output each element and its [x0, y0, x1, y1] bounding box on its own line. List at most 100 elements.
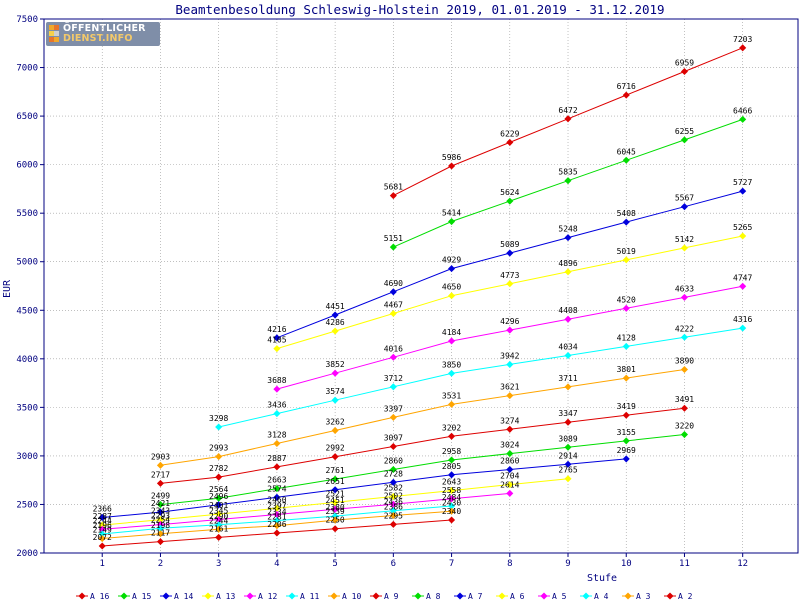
legend-item: A_9 [370, 592, 399, 600]
data-label: 2334 [267, 508, 286, 517]
data-label: 3202 [442, 423, 461, 432]
data-point [680, 333, 688, 341]
data-point [156, 516, 164, 524]
data-point [739, 324, 747, 332]
data-point [564, 443, 572, 451]
data-label: 2564 [209, 485, 228, 494]
data-label: 2072 [93, 533, 112, 542]
data-point [389, 309, 397, 318]
series-a-7: 2366 2421 2496 2574 2651 2728 2805 2860 2914 2969 [93, 446, 636, 522]
data-label: 2614 [500, 480, 519, 489]
data-label: 2761 [325, 466, 344, 475]
x-tick-label: 11 [679, 559, 690, 569]
series-line [160, 434, 685, 506]
data-point [98, 525, 106, 533]
legend-marker [498, 592, 506, 600]
y-tick-label: 2000 [16, 549, 38, 559]
y-tick-label: 5000 [16, 258, 38, 268]
data-label: 2460 [267, 495, 286, 504]
legend-label: A_10 [342, 592, 361, 600]
legend-item: A_13 [202, 592, 235, 600]
data-label: 2993 [209, 444, 228, 453]
data-point [215, 423, 223, 431]
data-label: 2340 [442, 507, 461, 516]
data-point [448, 432, 456, 440]
data-label: 3262 [325, 417, 344, 426]
data-point [506, 360, 514, 368]
x-tick-label: 1 [100, 559, 105, 569]
data-label: 2161 [209, 524, 228, 533]
data-label: 2366 [93, 504, 112, 513]
legend-label: A_16 [90, 592, 109, 600]
data-label: 5567 [675, 194, 694, 203]
data-point [622, 437, 630, 445]
data-label: 4520 [617, 295, 636, 304]
data-label: 3531 [442, 391, 461, 400]
data-label: 4650 [442, 283, 461, 292]
data-label: 4451 [325, 302, 344, 311]
data-point [156, 530, 164, 538]
data-point [622, 374, 630, 382]
data-label: 2704 [500, 472, 519, 481]
legend-label: A_7 [468, 592, 483, 600]
data-point [680, 136, 688, 144]
data-label: 2206 [267, 520, 286, 529]
data-label: 3852 [325, 360, 344, 369]
data-label: 5265 [733, 223, 752, 232]
data-point [331, 525, 339, 533]
y-tick-label: 4500 [16, 306, 38, 316]
legend-label: A_4 [594, 592, 609, 600]
data-point [389, 413, 397, 421]
data-label: 3397 [384, 404, 403, 413]
data-label: 5681 [384, 183, 403, 192]
data-point [448, 400, 456, 408]
data-label: 3220 [675, 422, 694, 431]
data-point [98, 542, 106, 550]
legend-marker [246, 592, 254, 600]
data-point [273, 485, 281, 493]
data-point [564, 460, 572, 468]
data-point [506, 489, 514, 497]
series-a-10: 2903 2993 3128 3262 3397 3531 3621 3711 3801 3890 [151, 356, 694, 469]
data-label: 3419 [617, 402, 636, 411]
data-point [331, 426, 339, 435]
data-label: 4633 [675, 284, 694, 293]
data-point [506, 392, 514, 400]
legend-marker [540, 592, 548, 600]
data-label: 3436 [267, 401, 286, 410]
data-label: 2914 [558, 451, 577, 460]
data-point [331, 498, 339, 506]
data-point [448, 292, 456, 300]
data-point [448, 502, 456, 510]
data-point [215, 515, 223, 524]
legend-item: A_7 [454, 592, 483, 600]
data-label: 2643 [442, 478, 461, 487]
legend-marker [120, 592, 128, 600]
data-point [273, 439, 281, 448]
data-point [156, 524, 164, 532]
data-label: 5408 [617, 209, 636, 218]
data-point [331, 396, 339, 404]
data-label: 2992 [325, 444, 344, 453]
data-point [389, 192, 397, 200]
data-label: 2345 [209, 507, 228, 516]
data-point [448, 516, 456, 524]
data-label: 3574 [325, 387, 344, 396]
y-tick-label: 3500 [16, 403, 38, 413]
series-a-4: 2196 2254 2290 2334 2380 2436 2484 [93, 493, 461, 538]
x-tick-label: 6 [391, 559, 396, 569]
series-a-3: 2149 2198 2244 2281 2339 2386 2430 [93, 498, 461, 543]
data-point [622, 304, 630, 312]
data-point [506, 249, 514, 257]
data-point [215, 525, 223, 533]
data-label: 4296 [500, 317, 519, 326]
data-point [98, 530, 106, 538]
x-tick-label: 2 [158, 559, 163, 569]
data-point [331, 327, 339, 335]
data-point [564, 475, 572, 483]
data-point [448, 507, 456, 515]
data-label: 4184 [442, 328, 461, 337]
series-a-16: 5681 5986 6229 6472 6716 6959 7203 [384, 35, 753, 200]
data-label: 2287 [93, 512, 112, 521]
series-line [160, 369, 685, 466]
